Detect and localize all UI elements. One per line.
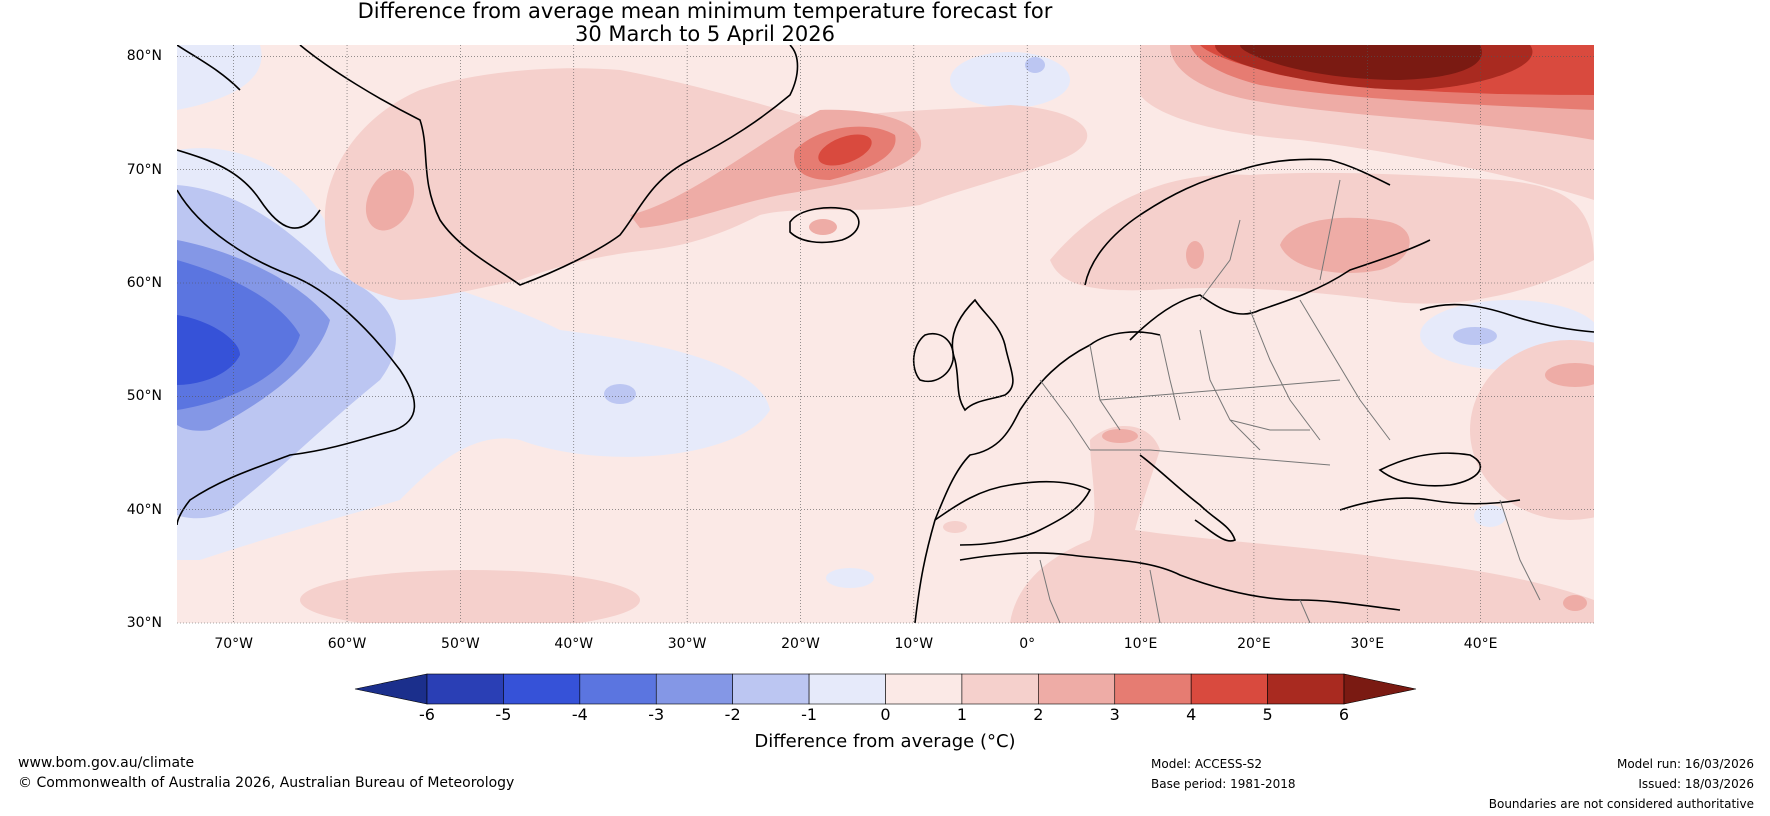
- model-name: Model: ACCESS-S2: [1151, 757, 1263, 771]
- title-line-1: Difference from average mean minimum tem…: [357, 0, 1053, 23]
- coast-north-africa: [959, 552, 1401, 611]
- coast-ireland: [912, 333, 954, 382]
- coast-norway: [1084, 158, 1391, 286]
- longitude-label: 30°W: [667, 636, 707, 652]
- colorbar-tick-label: -4: [571, 705, 588, 724]
- warm-anomaly-atlantic-south: [300, 570, 640, 623]
- colorbar-tick-label: 6: [1338, 705, 1350, 724]
- longitude-label: 60°W: [327, 636, 367, 652]
- coast-greenland: [299, 45, 799, 286]
- cold-anomaly-minus5: [177, 315, 240, 385]
- coast-italy: [1139, 454, 1236, 542]
- warm-anomaly-2-arabia: [1563, 595, 1587, 611]
- title-line-2: 30 March to 5 April 2026: [575, 22, 835, 46]
- cold-anomaly-minus1: [177, 148, 770, 561]
- longitude-label: 20°W: [781, 636, 820, 652]
- warm-anomaly-2-alps: [1102, 429, 1138, 443]
- issued-date: Issued: 18/03/2026: [1638, 777, 1754, 791]
- longitude-label: 10°W: [894, 636, 934, 652]
- cold-spot-svalbard: [1025, 57, 1045, 73]
- coast-iceland: [789, 206, 860, 244]
- warm-anomaly-labrador-sea: [365, 169, 415, 231]
- colorbar-segment: [503, 673, 581, 705]
- colorbar-segment: [579, 673, 657, 705]
- longitude-label: 0°: [1019, 636, 1036, 652]
- graticule: [177, 45, 1594, 624]
- cold-spot-iceland-east: [950, 52, 1070, 108]
- latitude-label: 40°N: [126, 501, 162, 518]
- latitude-label: 70°N: [126, 161, 162, 178]
- anomaly-layer: [177, 45, 1594, 623]
- colorbar-segment: [1114, 673, 1192, 705]
- colorbar-segment: [1190, 673, 1268, 705]
- colorbar-tick-label: -6: [419, 705, 435, 724]
- longitude-label: 50°W: [441, 636, 480, 652]
- longitude-label: 20°E: [1237, 636, 1271, 652]
- latitude-label: 50°N: [126, 388, 162, 405]
- model-run-date: Model run: 16/03/2026: [1616, 757, 1754, 771]
- latitude-label: 60°N: [126, 275, 162, 291]
- border-lines: [1039, 179, 1541, 623]
- colorbar-segment: [732, 673, 810, 705]
- colorbar-tick-label: 0: [880, 705, 891, 724]
- colorbar-tick-label: 2: [1033, 705, 1044, 724]
- colorbar-over-triangle: [1343, 673, 1417, 705]
- coast-labrador: [177, 189, 416, 526]
- colorbar-tick-label: -1: [801, 705, 818, 724]
- warm-anomaly-mediterranean: [1010, 426, 1594, 623]
- chart-title: Difference from average mean minimum tem…: [0, 0, 1410, 46]
- warm-anomaly-canary: [943, 521, 967, 533]
- warm-anomaly-iceland: [809, 219, 837, 235]
- latitude-label: 30°N: [126, 615, 162, 631]
- warm-anomaly-2-sweden: [1186, 241, 1204, 269]
- colorbar-tick-label: 1: [956, 705, 967, 724]
- country-borders: [1039, 179, 1541, 623]
- colorbar-segment: [808, 673, 886, 705]
- colorbar-title: Difference from average (°C): [754, 731, 1016, 752]
- colorbar-tick-label: 3: [1109, 705, 1120, 724]
- cold-spot-russia-core: [1453, 327, 1497, 345]
- coast-baffin: [177, 45, 321, 229]
- warm-anomaly-2-finland: [1280, 217, 1410, 273]
- warm-anomaly-2-russia-east: [1545, 363, 1594, 387]
- cold-spot-atlantic: [604, 384, 636, 404]
- cold-spot-turkey: [1474, 505, 1506, 527]
- colorbar-under-triangle: [354, 673, 428, 705]
- coastlines: [177, 45, 1594, 623]
- coast-iberia: [934, 480, 1092, 546]
- colorbar-segment: [655, 673, 733, 705]
- colorbar-tick-label: -5: [495, 705, 512, 724]
- warm-anomaly-4-greenland-sea: [818, 134, 872, 166]
- copyright-text: © Commonwealth of Australia 2026, Austra…: [18, 775, 515, 791]
- longitude-label: 40°W: [554, 636, 594, 652]
- coast-europe-west: [914, 331, 1161, 623]
- colorbar-segment: [961, 673, 1039, 705]
- longitude-label: 10°E: [1123, 636, 1158, 652]
- website-link[interactable]: www.bom.gov.au/climate: [18, 755, 195, 771]
- latitude-label: 80°N: [126, 48, 162, 65]
- base-period: Base period: 1981-2018: [1151, 777, 1296, 791]
- coast-turkey: [1339, 497, 1521, 511]
- cold-spot-atlantic-south: [826, 568, 874, 588]
- boundaries-disclaimer: Boundaries are not considered authoritat…: [1488, 797, 1754, 811]
- colorbar-tick-label: -2: [724, 705, 741, 724]
- longitude-label: 70°W: [214, 636, 254, 652]
- coast-novaya-zemlya: [1419, 303, 1594, 333]
- longitude-label: 40°E: [1463, 636, 1498, 652]
- warm-anomaly-barents-6: [1240, 45, 1482, 80]
- colorbar-segment: [1267, 673, 1345, 705]
- colorbar-segment: [426, 673, 504, 705]
- longitude-label: 30°E: [1350, 636, 1385, 652]
- colorbar-segment: [885, 673, 963, 705]
- colorbar-tick-label: 4: [1186, 705, 1197, 724]
- coast-black-sea: [1378, 452, 1482, 487]
- coast-sweden-finland: [1129, 239, 1431, 341]
- colorbar-tick-label: 5: [1262, 705, 1273, 724]
- cold-anomaly-minus1-north: [177, 45, 262, 110]
- colorbar-tick-label: -3: [648, 705, 665, 724]
- colorbar-segment: [1038, 673, 1116, 705]
- colorbar: [354, 673, 1417, 705]
